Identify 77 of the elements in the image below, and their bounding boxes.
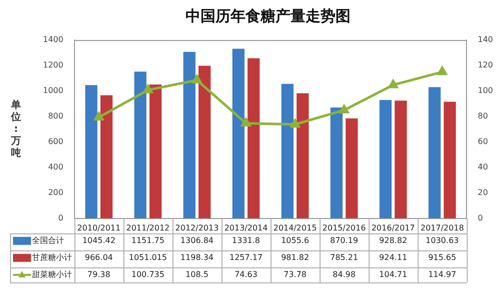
x-tick-label: 2017/2018: [420, 223, 464, 232]
point: [94, 112, 104, 120]
data-label: 1030.63: [426, 236, 459, 245]
x-tick-label: 2016/2017: [371, 223, 415, 232]
legend-label: 甜菜糖小计: [32, 270, 72, 279]
x-tick-label: 2012/2013: [175, 223, 219, 232]
data-label: 1331.8: [232, 236, 260, 245]
y2-tick-label: 0: [478, 213, 483, 222]
y2-tick-label: 20: [478, 188, 488, 197]
x-tick-label: 2010/2011: [77, 223, 121, 232]
y-tick-label: 1400: [43, 35, 64, 44]
y-tick-label: 1000: [43, 86, 64, 96]
data-label: 114.97: [428, 270, 456, 279]
data-label: 1151.75: [131, 236, 164, 245]
point: [339, 104, 349, 114]
bar: [394, 100, 407, 218]
data-label: 981.82: [281, 252, 310, 262]
y-tick-label: 200: [48, 188, 64, 197]
chart-title: 中国历年食糖产量走势图: [186, 6, 350, 25]
bar: [248, 58, 260, 218]
data-label: 73.78: [284, 270, 307, 279]
y2-tick-label: 100: [478, 86, 494, 96]
point: [241, 118, 251, 127]
data-label: 915.65: [428, 252, 456, 262]
bar: [428, 87, 441, 218]
data-label: 785.21: [330, 252, 358, 262]
bar: [346, 118, 358, 218]
data-label: 1198.34: [180, 252, 214, 262]
y2-tick-label: 40: [478, 162, 488, 172]
point: [290, 119, 300, 128]
point: [192, 74, 202, 84]
bar: [183, 52, 196, 218]
data-label: 100.735: [131, 270, 164, 279]
data-label: 966.04: [84, 252, 113, 262]
data-label: 1306.84: [180, 236, 214, 245]
x-tick-label: 2013/2014: [224, 223, 268, 232]
data-label: 1055.6: [281, 236, 310, 245]
point: [143, 84, 153, 94]
data-label: 108.5: [186, 270, 208, 279]
bar: [444, 102, 456, 218]
y2-tick-label: 120: [478, 60, 494, 70]
data-label: 104.71: [379, 270, 408, 279]
bar: [379, 100, 392, 218]
data-label: 74.63: [234, 270, 258, 279]
data-label: 84.98: [332, 270, 356, 279]
y-tick-label: 800: [48, 112, 64, 121]
bar: [149, 84, 162, 218]
data-label: 79.38: [87, 270, 110, 279]
y-tick-label: 600: [48, 137, 64, 146]
x-tick-label: 2015/2016: [322, 223, 366, 232]
y2-tick-label: 60: [478, 137, 488, 146]
data-label: 924.11: [379, 252, 408, 262]
legend-label: 全国合计: [32, 236, 64, 245]
y-tick-label: 400: [48, 162, 64, 172]
data-label: 1051.015: [128, 252, 168, 262]
data-label: 928.82: [379, 236, 408, 245]
bar: [281, 84, 294, 218]
x-tick-label: 2014/2015: [273, 223, 317, 232]
data-label: 1045.42: [82, 236, 116, 245]
point: [388, 80, 398, 88]
y-axis-title: 单位:万吨: [10, 98, 21, 159]
data-label: 870.19: [330, 236, 358, 245]
y2-tick-label: 140: [478, 35, 494, 44]
bar: [134, 72, 146, 218]
legend-label: 甘蔗糖小计: [32, 252, 72, 262]
x-tick-label: 2011/2012: [126, 223, 170, 232]
point: [437, 66, 447, 76]
bar: [198, 66, 211, 218]
bar: [100, 95, 113, 218]
bar: [232, 48, 244, 218]
bar: [330, 108, 343, 218]
y-tick-label: 1200: [43, 60, 64, 70]
data-label: 1257.17: [229, 252, 263, 262]
y-tick-label: 0: [58, 213, 64, 222]
bar: [85, 85, 98, 218]
bar: [296, 93, 309, 218]
y2-tick-label: 80: [478, 112, 488, 121]
